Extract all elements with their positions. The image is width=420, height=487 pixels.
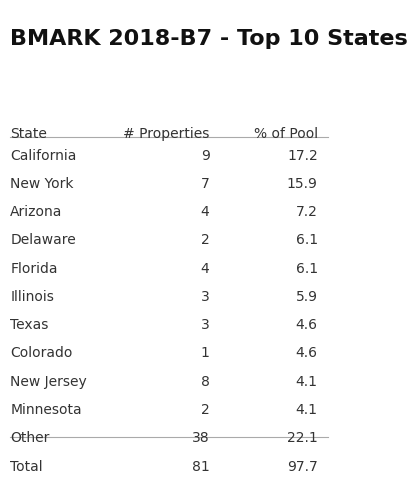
Text: 7: 7 <box>201 177 210 191</box>
Text: % of Pool: % of Pool <box>254 127 318 141</box>
Text: 7.2: 7.2 <box>296 205 318 219</box>
Text: 81: 81 <box>192 460 210 474</box>
Text: Total: Total <box>10 460 43 474</box>
Text: 4: 4 <box>201 205 210 219</box>
Text: 97.7: 97.7 <box>287 460 318 474</box>
Text: 4.1: 4.1 <box>296 403 318 417</box>
Text: Colorado: Colorado <box>10 346 73 360</box>
Text: 6.1: 6.1 <box>296 262 318 276</box>
Text: Other: Other <box>10 431 50 445</box>
Text: 6.1: 6.1 <box>296 233 318 247</box>
Text: Minnesota: Minnesota <box>10 403 82 417</box>
Text: 2: 2 <box>201 233 210 247</box>
Text: 8: 8 <box>201 375 210 389</box>
Text: New York: New York <box>10 177 74 191</box>
Text: # Properties: # Properties <box>123 127 210 141</box>
Text: 3: 3 <box>201 318 210 332</box>
Text: Florida: Florida <box>10 262 58 276</box>
Text: 5.9: 5.9 <box>296 290 318 304</box>
Text: 17.2: 17.2 <box>287 149 318 163</box>
Text: 4.6: 4.6 <box>296 346 318 360</box>
Text: 15.9: 15.9 <box>287 177 318 191</box>
Text: BMARK 2018-B7 - Top 10 States: BMARK 2018-B7 - Top 10 States <box>10 29 408 49</box>
Text: 4.1: 4.1 <box>296 375 318 389</box>
Text: Arizona: Arizona <box>10 205 63 219</box>
Text: 2: 2 <box>201 403 210 417</box>
Text: 1: 1 <box>201 346 210 360</box>
Text: Illinois: Illinois <box>10 290 54 304</box>
Text: 4: 4 <box>201 262 210 276</box>
Text: State: State <box>10 127 47 141</box>
Text: 3: 3 <box>201 290 210 304</box>
Text: New Jersey: New Jersey <box>10 375 87 389</box>
Text: 4.6: 4.6 <box>296 318 318 332</box>
Text: 38: 38 <box>192 431 210 445</box>
Text: 9: 9 <box>201 149 210 163</box>
Text: Delaware: Delaware <box>10 233 76 247</box>
Text: Texas: Texas <box>10 318 49 332</box>
Text: 22.1: 22.1 <box>287 431 318 445</box>
Text: California: California <box>10 149 76 163</box>
